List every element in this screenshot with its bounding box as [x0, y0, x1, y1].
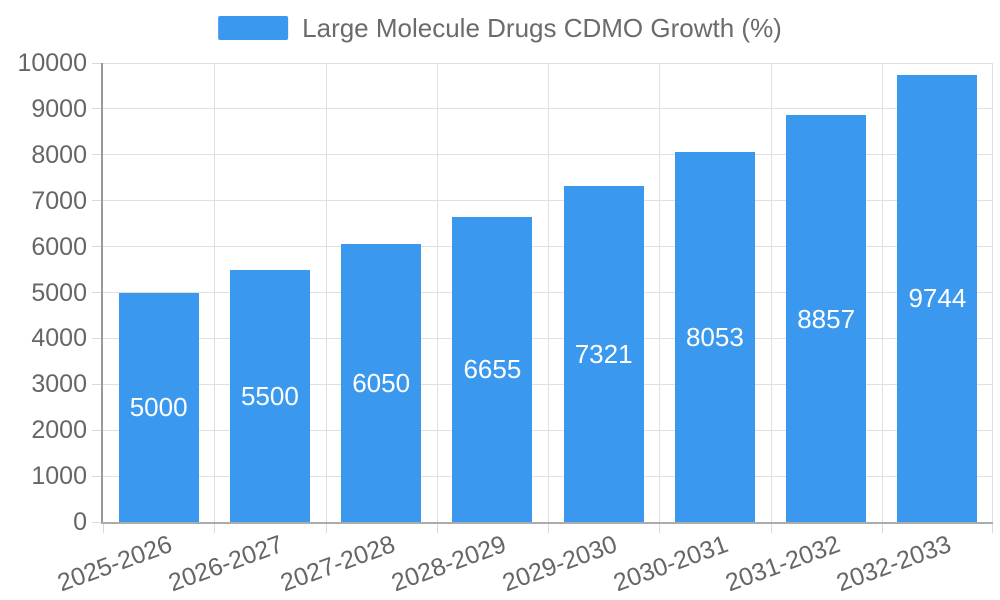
bar[interactable]: 6050 [341, 244, 422, 522]
bar[interactable]: 8053 [674, 152, 755, 522]
legend-label: Large Molecule Drugs CDMO Growth (%) [302, 13, 782, 43]
bar-value-label: 6050 [352, 368, 411, 399]
y-axis-tick [92, 337, 101, 339]
y-axis-tick [92, 200, 101, 202]
plot-area: 5000 5500 6050 6655 7321 8053 8857 9744 0 1000 20… [17, 50, 993, 597]
x-axis-tick [214, 524, 216, 533]
y-axis-label: 0 [73, 508, 87, 536]
x-gridline [548, 63, 549, 522]
x-axis-tick [659, 524, 661, 533]
x-axis-tick [103, 524, 104, 533]
x-axis-label: 2026-2027 [165, 530, 288, 598]
y-axis-label: 6000 [31, 232, 87, 261]
x-axis-label: 2032-2033 [832, 530, 955, 598]
y-axis-tick [92, 292, 101, 293]
y-axis-label: 3000 [31, 370, 87, 399]
x-gridline [992, 63, 993, 522]
y-axis-label: 5000 [31, 278, 87, 307]
y-axis-tick [92, 108, 101, 110]
y-axis-label: 7000 [31, 186, 87, 215]
x-axis-tick [436, 524, 438, 533]
y-axis-tick [92, 383, 101, 385]
y-axis-tick [92, 154, 101, 156]
y-axis-label: 8000 [31, 140, 87, 169]
bar-value-label: 7321 [574, 338, 633, 369]
y-axis-label: 1000 [31, 462, 87, 491]
x-axis-tick [548, 524, 549, 533]
x-axis-line [101, 522, 993, 524]
x-axis-label: 2025-2026 [53, 530, 176, 598]
x-axis-label: 2030-2031 [610, 530, 733, 598]
y-axis-tick [92, 62, 101, 64]
x-gridline [881, 63, 883, 522]
x-axis-label: 2031-2032 [721, 530, 844, 598]
bar[interactable]: 5000 [118, 292, 199, 522]
x-axis-label: 2028-2029 [387, 530, 510, 598]
y-axis-tick [92, 429, 101, 431]
bar[interactable]: 6655 [452, 216, 533, 522]
x-axis-label: 2027-2028 [276, 530, 399, 598]
x-gridline [325, 63, 327, 522]
y-axis-label: 2000 [31, 416, 87, 445]
bar[interactable]: 5500 [229, 269, 310, 522]
y-axis-tick [92, 246, 101, 248]
y-axis-tick [92, 521, 101, 523]
y-axis-line [101, 63, 103, 522]
bar-value-label: 6655 [463, 354, 522, 385]
legend[interactable]: Large Molecule Drugs CDMO Growth (%) [218, 13, 782, 43]
y-axis-label: 4000 [31, 324, 87, 353]
x-axis-tick [881, 524, 883, 533]
x-axis-tick [992, 524, 993, 533]
bar-value-label: 8857 [797, 303, 856, 334]
y-axis-tick [92, 475, 101, 477]
bar[interactable]: 7321 [563, 185, 644, 522]
bar-value-label: 5000 [129, 392, 188, 423]
bar-value-label: 8053 [685, 322, 744, 353]
x-axis-tick [325, 524, 327, 533]
x-gridline [770, 63, 772, 522]
y-axis-label: 9000 [31, 94, 87, 123]
y-axis-label: 10000 [17, 49, 87, 77]
legend-swatch [218, 16, 289, 40]
bar[interactable]: 8857 [786, 115, 867, 522]
bar[interactable]: 9744 [897, 74, 978, 522]
x-gridline [214, 63, 216, 522]
x-gridline [659, 63, 661, 522]
bar-value-label: 9744 [908, 283, 967, 314]
x-axis-tick [770, 524, 772, 533]
bar-value-label: 5500 [240, 380, 299, 411]
x-gridline [436, 63, 438, 522]
x-axis-label: 2029-2030 [498, 530, 621, 598]
